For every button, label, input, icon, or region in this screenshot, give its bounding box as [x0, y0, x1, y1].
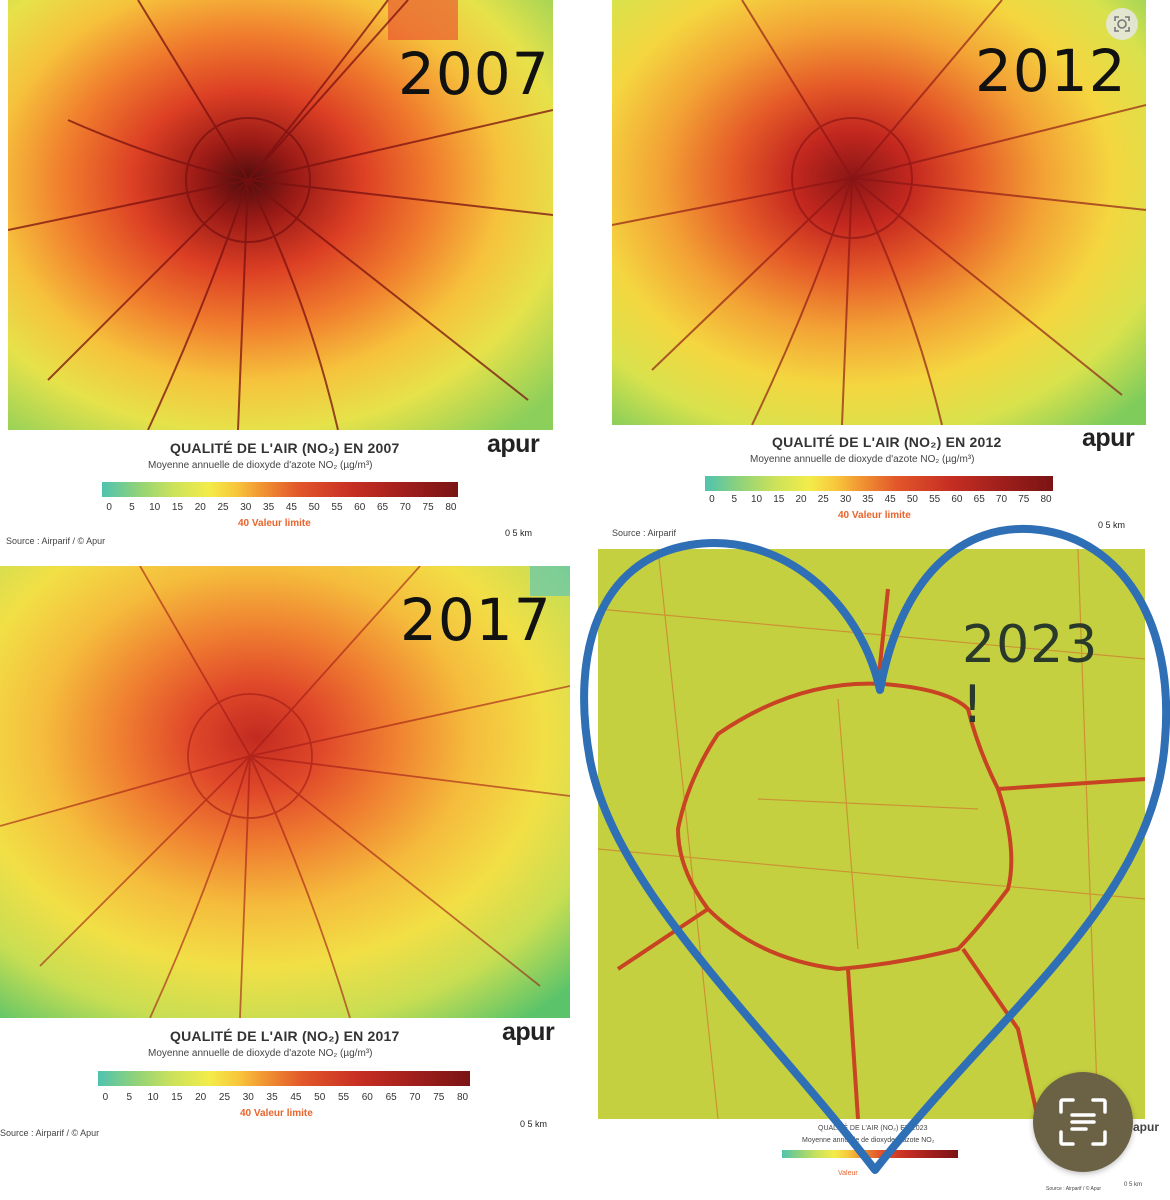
legend-tick-label: 25 — [817, 494, 829, 505]
no2-map-2012 — [612, 0, 1146, 425]
source-2007: Source : Airparif / © Apur — [6, 536, 106, 546]
legend-tick-label: 10 — [147, 1092, 159, 1103]
apur-logo-2007: apur — [487, 430, 540, 458]
year-label-2023: 2023 ! — [962, 615, 1099, 735]
scale-bar-2017: 0 5 km — [520, 1119, 548, 1129]
source-2017: Source : Airparif / © Apur — [0, 1128, 100, 1138]
map-2007 — [8, 0, 553, 430]
legend-tick-label: 55 — [331, 502, 343, 513]
legend-tick-label: 80 — [456, 1092, 469, 1103]
legend-tick-label: 75 — [422, 502, 434, 513]
limit-label-2017: 40 Valeur limite — [240, 1108, 313, 1119]
no2-map-2007 — [8, 0, 553, 430]
corner-button[interactable] — [1106, 8, 1138, 40]
map-2012 — [612, 0, 1146, 425]
legend-tick-label: 0 — [106, 502, 112, 513]
legend-tick-label: 50 — [906, 494, 918, 505]
legend-tick-label: 20 — [795, 494, 807, 505]
legend-ticks-2017: 0 5 10 15 20 25 30 35 45 50 55 60 65 70 75 80 — [98, 1092, 470, 1104]
legend-tick-label: 45 — [884, 494, 896, 505]
legend-tick-label: 80 — [1040, 494, 1052, 505]
map-subtitle-2017: Moyenne annuelle de dioxyde d'azote NO₂ … — [148, 1048, 373, 1059]
legend-tick-label: 35 — [862, 494, 874, 505]
map-title-2017: QUALITÉ DE L'AIR (NO₂) EN 2017 — [170, 1028, 400, 1044]
legend-bar-2007 — [102, 482, 458, 497]
apur-logo-2017: apur — [502, 1018, 555, 1046]
legend-tick-label: 65 — [385, 1092, 397, 1103]
legend-tick-label: 30 — [240, 502, 252, 513]
legend-tick-label: 60 — [354, 502, 366, 513]
legend-tick-label: 25 — [217, 502, 229, 513]
scan-text-button[interactable] — [1033, 1072, 1133, 1172]
legend-tick-label: 15 — [171, 1092, 183, 1103]
year-label-2017: 2017 — [400, 586, 552, 654]
legend-tick-label: 50 — [308, 502, 320, 513]
map-subtitle-2007: Moyenne annuelle de dioxyde d'azote NO₂ … — [148, 460, 373, 471]
lens-icon — [1114, 16, 1130, 32]
legend-tick-label: 10 — [149, 502, 161, 513]
legend-tick-label: 25 — [218, 1092, 231, 1103]
legend-tick-label: 30 — [840, 494, 852, 505]
map-title-2012: QUALITÉ DE L'AIR (NO₂) EN 2012 — [772, 434, 1002, 450]
legend-bar-2012 — [705, 476, 1053, 491]
legend-tick-label: 15 — [171, 502, 184, 513]
legend-tick-label: 35 — [263, 502, 275, 513]
map-2017 — [0, 566, 570, 1018]
legend-tick-label: 60 — [951, 494, 963, 505]
legend-tick-label: 80 — [445, 502, 457, 513]
source-2012: Source : Airparif — [612, 528, 677, 538]
legend-tick-label: 45 — [285, 502, 297, 513]
legend-tick-label: 5 — [129, 502, 135, 513]
legend-ticks-2012: 0 5 10 15 20 25 30 35 45 50 55 60 65 70 75 80 — [705, 494, 1053, 506]
legend-tick-label: 75 — [433, 1092, 445, 1103]
legend-bar-2023 — [782, 1150, 958, 1158]
legend-tick-label: 45 — [290, 1092, 302, 1103]
legend-tick-label: 70 — [409, 1092, 421, 1103]
legend-tick-label: 5 — [126, 1092, 133, 1103]
text-scan-icon — [1059, 1098, 1107, 1146]
legend-bar-2017 — [98, 1071, 470, 1086]
legend-tick-label: 55 — [337, 1092, 350, 1103]
legend-tick-label: 55 — [929, 494, 941, 505]
legend-tick-label: 60 — [361, 1092, 373, 1103]
scale-bar-2007: 0 5 km — [505, 528, 533, 538]
scale-bar-2023: 0 5 km — [1124, 1182, 1143, 1188]
map-title-2007: QUALITÉ DE L'AIR (NO₂) EN 2007 — [170, 440, 400, 456]
legend-tick-label: 50 — [314, 1092, 326, 1103]
limit-label-2007: 40 Valeur limite — [238, 518, 311, 529]
legend-tick-label: 65 — [376, 502, 389, 513]
legend-tick-label: 20 — [194, 502, 206, 513]
legend-tick-label: 15 — [773, 494, 785, 505]
legend-tick-label: 75 — [1018, 494, 1030, 505]
limit-label-2012: 40 Valeur limite — [838, 510, 911, 521]
legend-tick-label: 5 — [731, 494, 737, 505]
legend-tick-label: 30 — [242, 1092, 254, 1103]
map-title-2023: QUALITÉ DE L'AIR (NO₂) EN 2023 — [818, 1125, 928, 1132]
map-subtitle-2023: Moyenne annuelle de dioxyde d'azote NO₂ — [802, 1137, 935, 1144]
map-subtitle-2012: Moyenne annuelle de dioxyde d'azote NO₂ … — [750, 454, 975, 465]
year-label-2012: 2012 — [975, 37, 1127, 105]
scale-bar-2012: 0 5 km — [1098, 520, 1126, 530]
legend-tick-label: 65 — [973, 494, 985, 505]
legend-tick-label: 70 — [995, 494, 1008, 505]
legend-ticks-2007: 0 5 10 15 20 25 30 35 45 50 55 60 65 70 75 80 — [102, 502, 458, 514]
limit-label-2023: Valeur — [838, 1170, 858, 1177]
source-2023: Source : Airparif / © Apur — [1046, 1186, 1102, 1192]
legend-tick-label: 35 — [266, 1092, 278, 1103]
legend-tick-label: 0 — [709, 494, 715, 505]
apur-logo-2023: apur — [1133, 1120, 1160, 1134]
no2-map-2017 — [0, 566, 570, 1018]
legend-tick-label: 10 — [750, 494, 763, 505]
legend-tick-label: 70 — [399, 502, 411, 513]
legend-tick-label: 0 — [102, 1092, 109, 1103]
year-label-2007: 2007 — [398, 40, 550, 108]
legend-tick-label: 20 — [195, 1092, 207, 1103]
apur-logo-2012: apur — [1082, 424, 1135, 452]
